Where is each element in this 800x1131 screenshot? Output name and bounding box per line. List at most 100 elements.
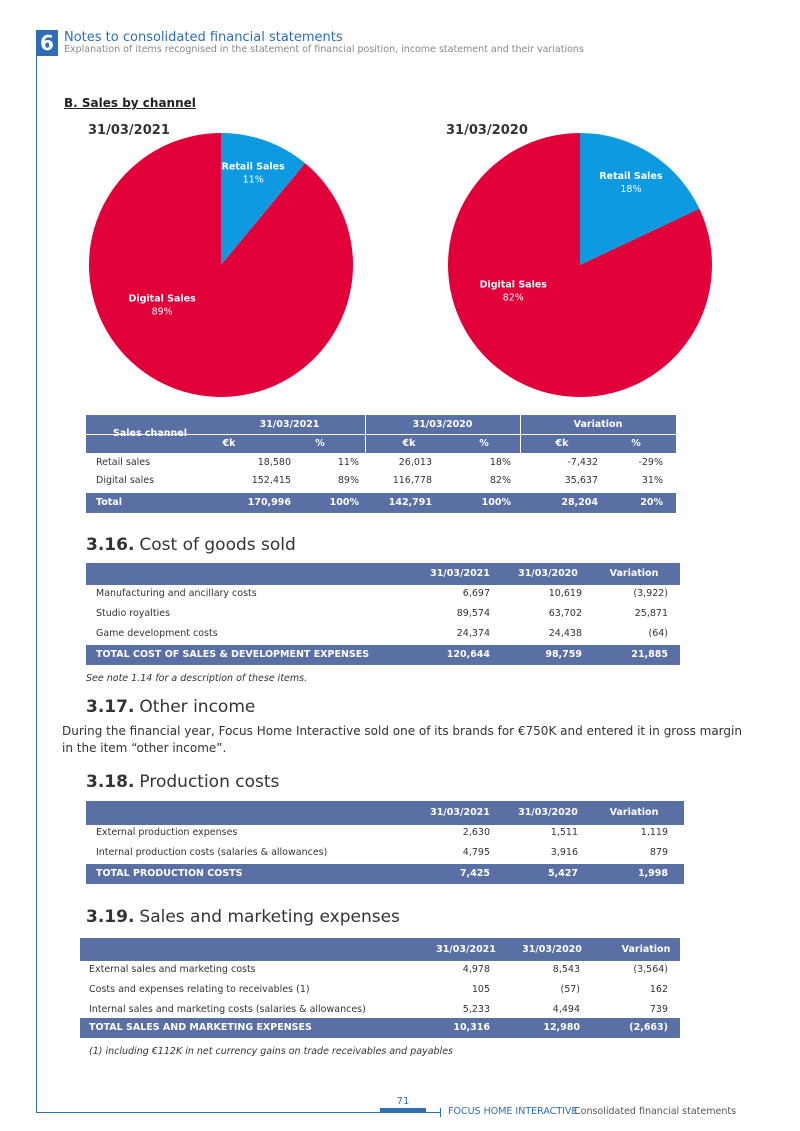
total-cell: 100% bbox=[481, 497, 511, 508]
table-header: 31/03/2021 bbox=[430, 568, 490, 579]
cell: 18% bbox=[489, 457, 511, 468]
header-band bbox=[86, 563, 680, 585]
section-title: Other income bbox=[139, 697, 256, 717]
slice-value: 89% bbox=[152, 306, 173, 317]
cell: 4,494 bbox=[552, 1004, 580, 1015]
header-title: Notes to consolidated financial statemen… bbox=[64, 30, 343, 45]
footer-brand: FOCUS HOME INTERACTIVE bbox=[448, 1106, 578, 1117]
section-title: Production costs bbox=[139, 772, 280, 792]
cell: -29% bbox=[638, 457, 663, 468]
header-divider bbox=[86, 434, 676, 435]
cell: 24,438 bbox=[548, 628, 582, 639]
total-cell: 21,885 bbox=[631, 649, 668, 660]
cell: 4,795 bbox=[462, 847, 490, 858]
slice-value: 18% bbox=[620, 184, 641, 195]
total-cell: 28,204 bbox=[561, 497, 598, 508]
pie-slice bbox=[448, 133, 713, 397]
row-label: Retail sales bbox=[96, 457, 151, 468]
cell: 1,119 bbox=[640, 827, 668, 838]
table-header: 31/03/2020 bbox=[518, 807, 578, 818]
table-header: €k bbox=[222, 438, 236, 449]
cell: 2,630 bbox=[462, 827, 490, 838]
slice-label: Retail Sales bbox=[222, 162, 285, 173]
section-number: 3.19. bbox=[86, 907, 135, 927]
table-header: 31/03/2020 bbox=[518, 568, 578, 579]
total-cell: 170,996 bbox=[247, 497, 291, 508]
cell: 5,233 bbox=[462, 1004, 490, 1015]
section-number: 3.17. bbox=[86, 697, 135, 717]
row-label: External sales and marketing costs bbox=[89, 964, 256, 975]
cell: 89% bbox=[337, 475, 359, 486]
cell: 116,778 bbox=[392, 475, 432, 486]
cell: 11% bbox=[337, 457, 359, 468]
cell: 35,637 bbox=[564, 475, 598, 486]
total-cell: 1,998 bbox=[637, 868, 668, 879]
cell: -7,432 bbox=[567, 457, 598, 468]
chart-title: 31/03/2020 bbox=[446, 123, 528, 138]
header-band bbox=[80, 1018, 680, 1038]
table-header: Variation bbox=[609, 568, 659, 579]
total-cell: 10,316 bbox=[453, 1022, 490, 1033]
total-cell: 5,427 bbox=[547, 868, 578, 879]
table-header: €k bbox=[555, 438, 569, 449]
row-label: Internal sales and marketing costs (sala… bbox=[89, 1004, 366, 1015]
table-header: Variation bbox=[609, 807, 659, 818]
cell: (64) bbox=[648, 628, 668, 639]
total-label: Total bbox=[96, 497, 122, 508]
table-header: €k bbox=[402, 438, 416, 449]
chapter-box bbox=[36, 30, 58, 56]
cell: 105 bbox=[471, 984, 490, 995]
table-note: See note 1.14 for a description of these… bbox=[86, 673, 308, 684]
cell: 162 bbox=[649, 984, 668, 995]
slice-label: Retail Sales bbox=[599, 171, 662, 182]
page-number-bar bbox=[380, 1108, 426, 1112]
section-title: Sales and marketing expenses bbox=[139, 907, 400, 927]
total-cell: (2,663) bbox=[629, 1022, 668, 1033]
row-label: Manufacturing and ancillary costs bbox=[96, 588, 257, 599]
total-cell: 7,425 bbox=[459, 868, 490, 879]
header-divider bbox=[365, 415, 366, 453]
cell: 18,580 bbox=[257, 457, 291, 468]
pie-slice bbox=[580, 133, 700, 265]
header-band bbox=[86, 645, 680, 665]
header-band bbox=[86, 801, 684, 825]
total-label: TOTAL PRODUCTION COSTS bbox=[96, 868, 243, 879]
row-label: Digital sales bbox=[96, 475, 155, 486]
row-label: External production expenses bbox=[96, 827, 238, 838]
cell: 26,013 bbox=[398, 457, 432, 468]
pie-slice bbox=[221, 133, 306, 265]
total-cell: 12,980 bbox=[543, 1022, 580, 1033]
cell: (3,922) bbox=[633, 588, 668, 599]
section-number: 3.16. bbox=[86, 535, 135, 555]
table-header: Sales channel bbox=[113, 428, 187, 439]
chart-title: 31/03/2021 bbox=[88, 123, 170, 138]
table-header: 31/03/2020 bbox=[522, 943, 582, 955]
row-label: Studio royalties bbox=[96, 608, 171, 619]
table-note: (1) including €112K in net currency gain… bbox=[89, 1046, 453, 1057]
table-header: 31/03/2021 bbox=[436, 943, 496, 955]
row-label: Costs and expenses relating to receivabl… bbox=[89, 984, 310, 995]
cell: 10,619 bbox=[548, 588, 582, 599]
table-header: % bbox=[479, 438, 489, 449]
cell: 8,543 bbox=[552, 964, 580, 975]
bottom-rule bbox=[36, 1112, 440, 1113]
header-subtitle: Explanation of items recognised in the s… bbox=[64, 44, 584, 55]
cell: 25,871 bbox=[634, 608, 668, 619]
row-label: Internal production costs (salaries & al… bbox=[96, 847, 328, 858]
cell: 1,511 bbox=[550, 827, 578, 838]
total-label: TOTAL COST OF SALES & DEVELOPMENT EXPENS… bbox=[96, 649, 370, 660]
header-band bbox=[86, 864, 684, 884]
footer-document: Consolidated financial statements bbox=[574, 1106, 737, 1117]
total-cell: 142,791 bbox=[388, 497, 432, 508]
total-cell: 100% bbox=[329, 497, 359, 508]
header-band bbox=[86, 493, 676, 513]
cell: (57) bbox=[560, 984, 580, 995]
table-header: % bbox=[631, 438, 641, 449]
cell: 89,574 bbox=[456, 608, 490, 619]
total-label: TOTAL SALES AND MARKETING EXPENSES bbox=[89, 1022, 312, 1033]
cell: 63,702 bbox=[548, 608, 582, 619]
cell: 4,978 bbox=[462, 964, 490, 975]
row-label: Game development costs bbox=[96, 628, 218, 639]
table-header: % bbox=[315, 438, 325, 449]
